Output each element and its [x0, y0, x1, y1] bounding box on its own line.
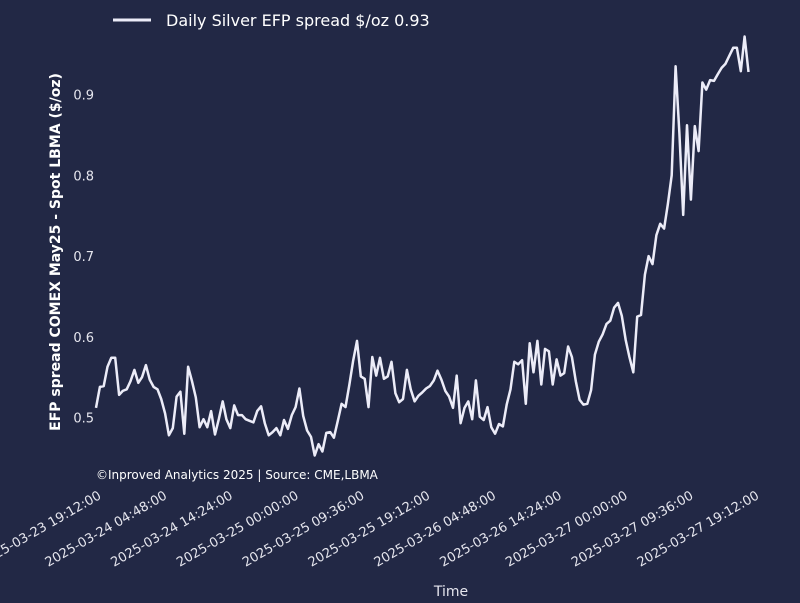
source-annotation: ©Inproved Analytics 2025 | Source: CME,L…	[96, 468, 379, 482]
y-tick-label: 0.9	[73, 89, 94, 104]
x-axis-title: Time	[433, 584, 468, 600]
y-axis-ticks: 0.5 0.6 0.7 0.8 0.9	[73, 89, 94, 427]
series-layer	[94, 35, 750, 457]
y-axis-title: EFP spread COMEX May25 - Spot LBMA ($/oz…	[48, 73, 64, 431]
legend-label: Daily Silver EFP spread $/oz 0.93	[166, 11, 430, 30]
y-tick-label: 0.8	[73, 169, 94, 184]
y-tick-label: 0.7	[73, 250, 94, 265]
legend: Daily Silver EFP spread $/oz 0.93	[113, 11, 430, 30]
y-tick-label: 0.6	[73, 331, 94, 346]
series-line	[94, 35, 750, 457]
y-tick-label: 0.5	[73, 412, 94, 427]
